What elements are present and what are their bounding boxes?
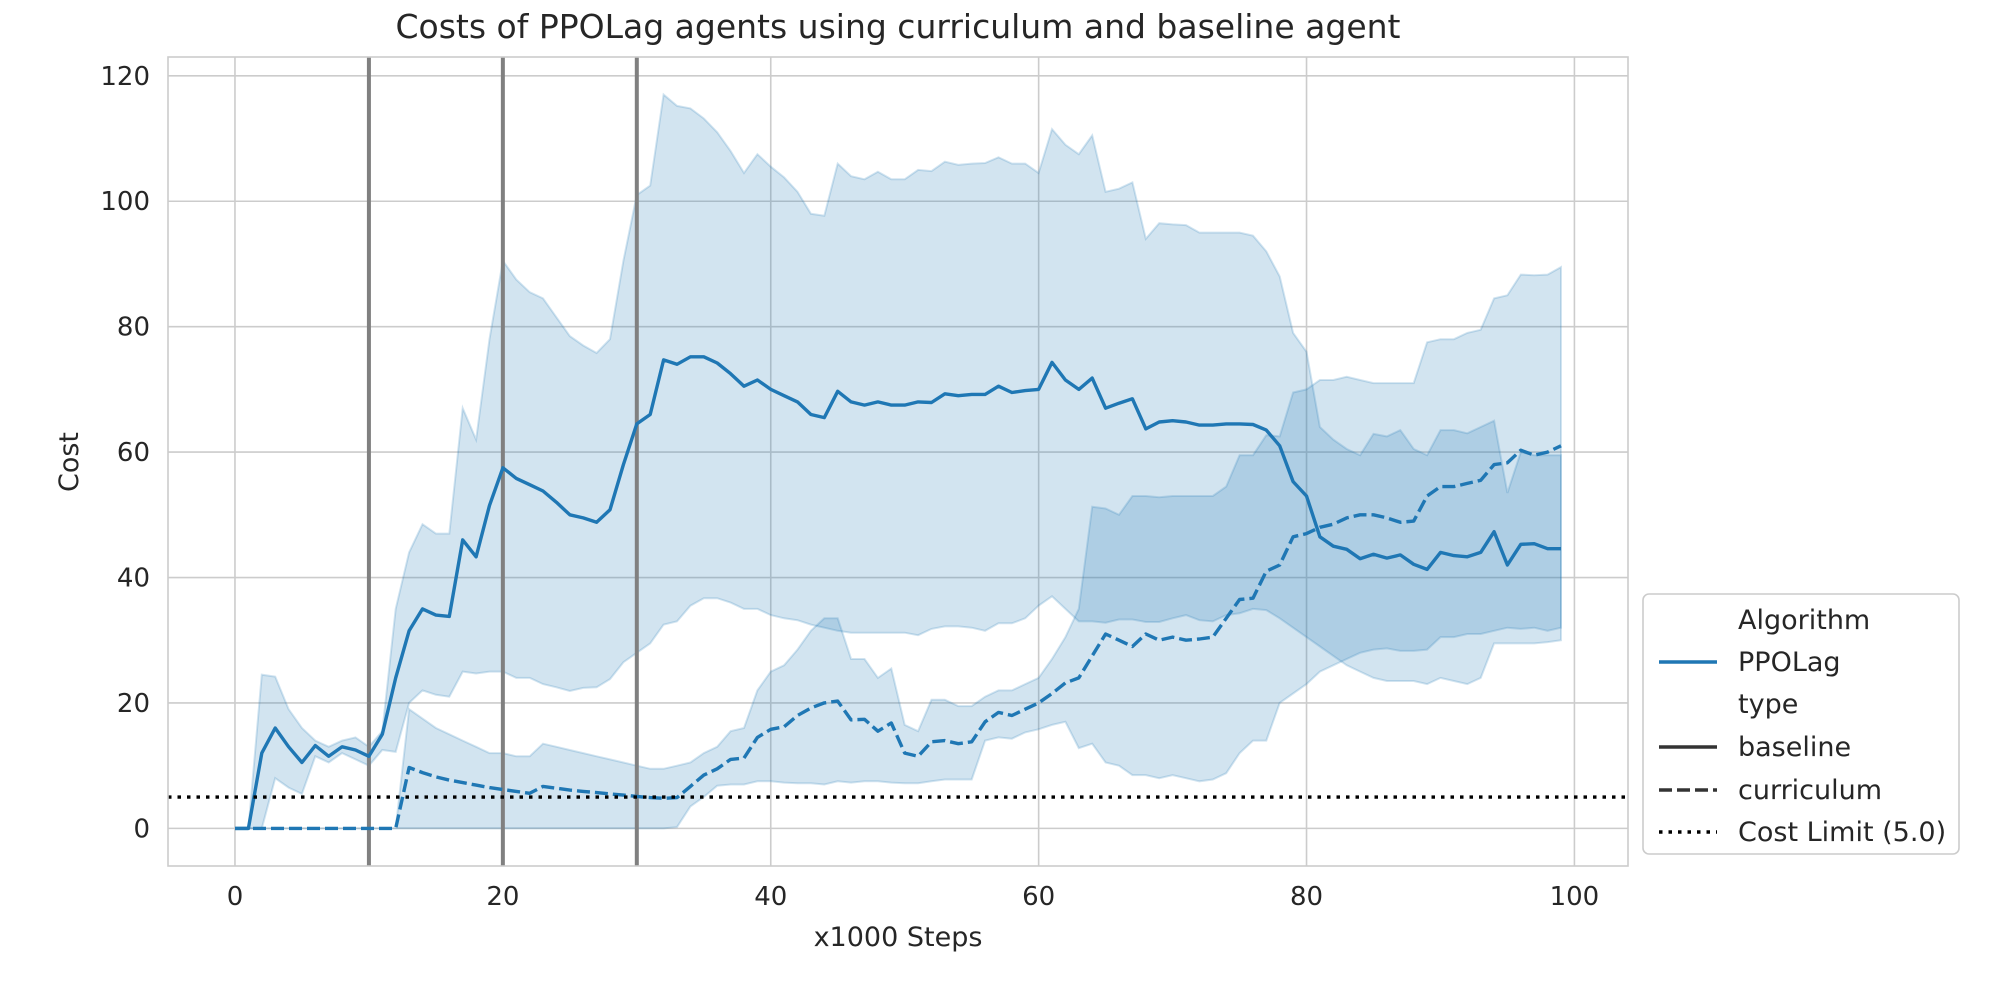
plot-background xyxy=(168,57,1628,866)
x-axis-label: x1000 Steps xyxy=(814,922,983,953)
legend-label-2: type xyxy=(1738,689,1798,720)
chart-title: Costs of PPOLag agents using curriculum … xyxy=(396,7,1401,46)
legend-label-5: Cost Limit (5.0) xyxy=(1738,817,1946,848)
plot-area xyxy=(168,57,1628,866)
x-tick-label: 40 xyxy=(754,882,787,912)
y-tick-label: 40 xyxy=(117,564,150,594)
legend-label-4: curriculum xyxy=(1738,775,1882,806)
y-tick-label: 60 xyxy=(117,438,150,468)
y-axis-label: Cost xyxy=(54,432,85,492)
y-tick-label: 120 xyxy=(100,62,150,92)
legend-label-1: PPOLag xyxy=(1738,647,1841,678)
y-tick-label: 100 xyxy=(100,187,150,217)
x-tick-label: 100 xyxy=(1550,882,1600,912)
y-tick-labels: 0 20 40 60 80 100 120 xyxy=(100,62,150,845)
series-lines xyxy=(235,355,1562,831)
series-line-baseline xyxy=(235,355,1561,831)
x-tick-label: 80 xyxy=(1290,882,1323,912)
legend-label-0: Algorithm xyxy=(1738,605,1870,636)
y-tick-label: 0 xyxy=(133,814,150,844)
x-tick-label: 0 xyxy=(227,882,244,912)
y-tick-label: 20 xyxy=(117,689,150,719)
x-tick-labels: 0 20 40 60 80 100 xyxy=(227,882,1600,912)
legend-label-3: baseline xyxy=(1738,732,1851,763)
curriculum-stage-lines xyxy=(366,57,639,866)
x-tick-label: 20 xyxy=(486,882,519,912)
y-tick-label: 80 xyxy=(117,313,150,343)
legend: Algorithm PPOLag type baseline curriculum Cos… xyxy=(1642,593,1960,855)
series-line-curriculum xyxy=(235,444,1562,831)
x-tick-label: 60 xyxy=(1022,882,1055,912)
legend-frame xyxy=(1642,593,1960,855)
grid xyxy=(168,57,1628,866)
plot-frame xyxy=(167,56,1629,867)
